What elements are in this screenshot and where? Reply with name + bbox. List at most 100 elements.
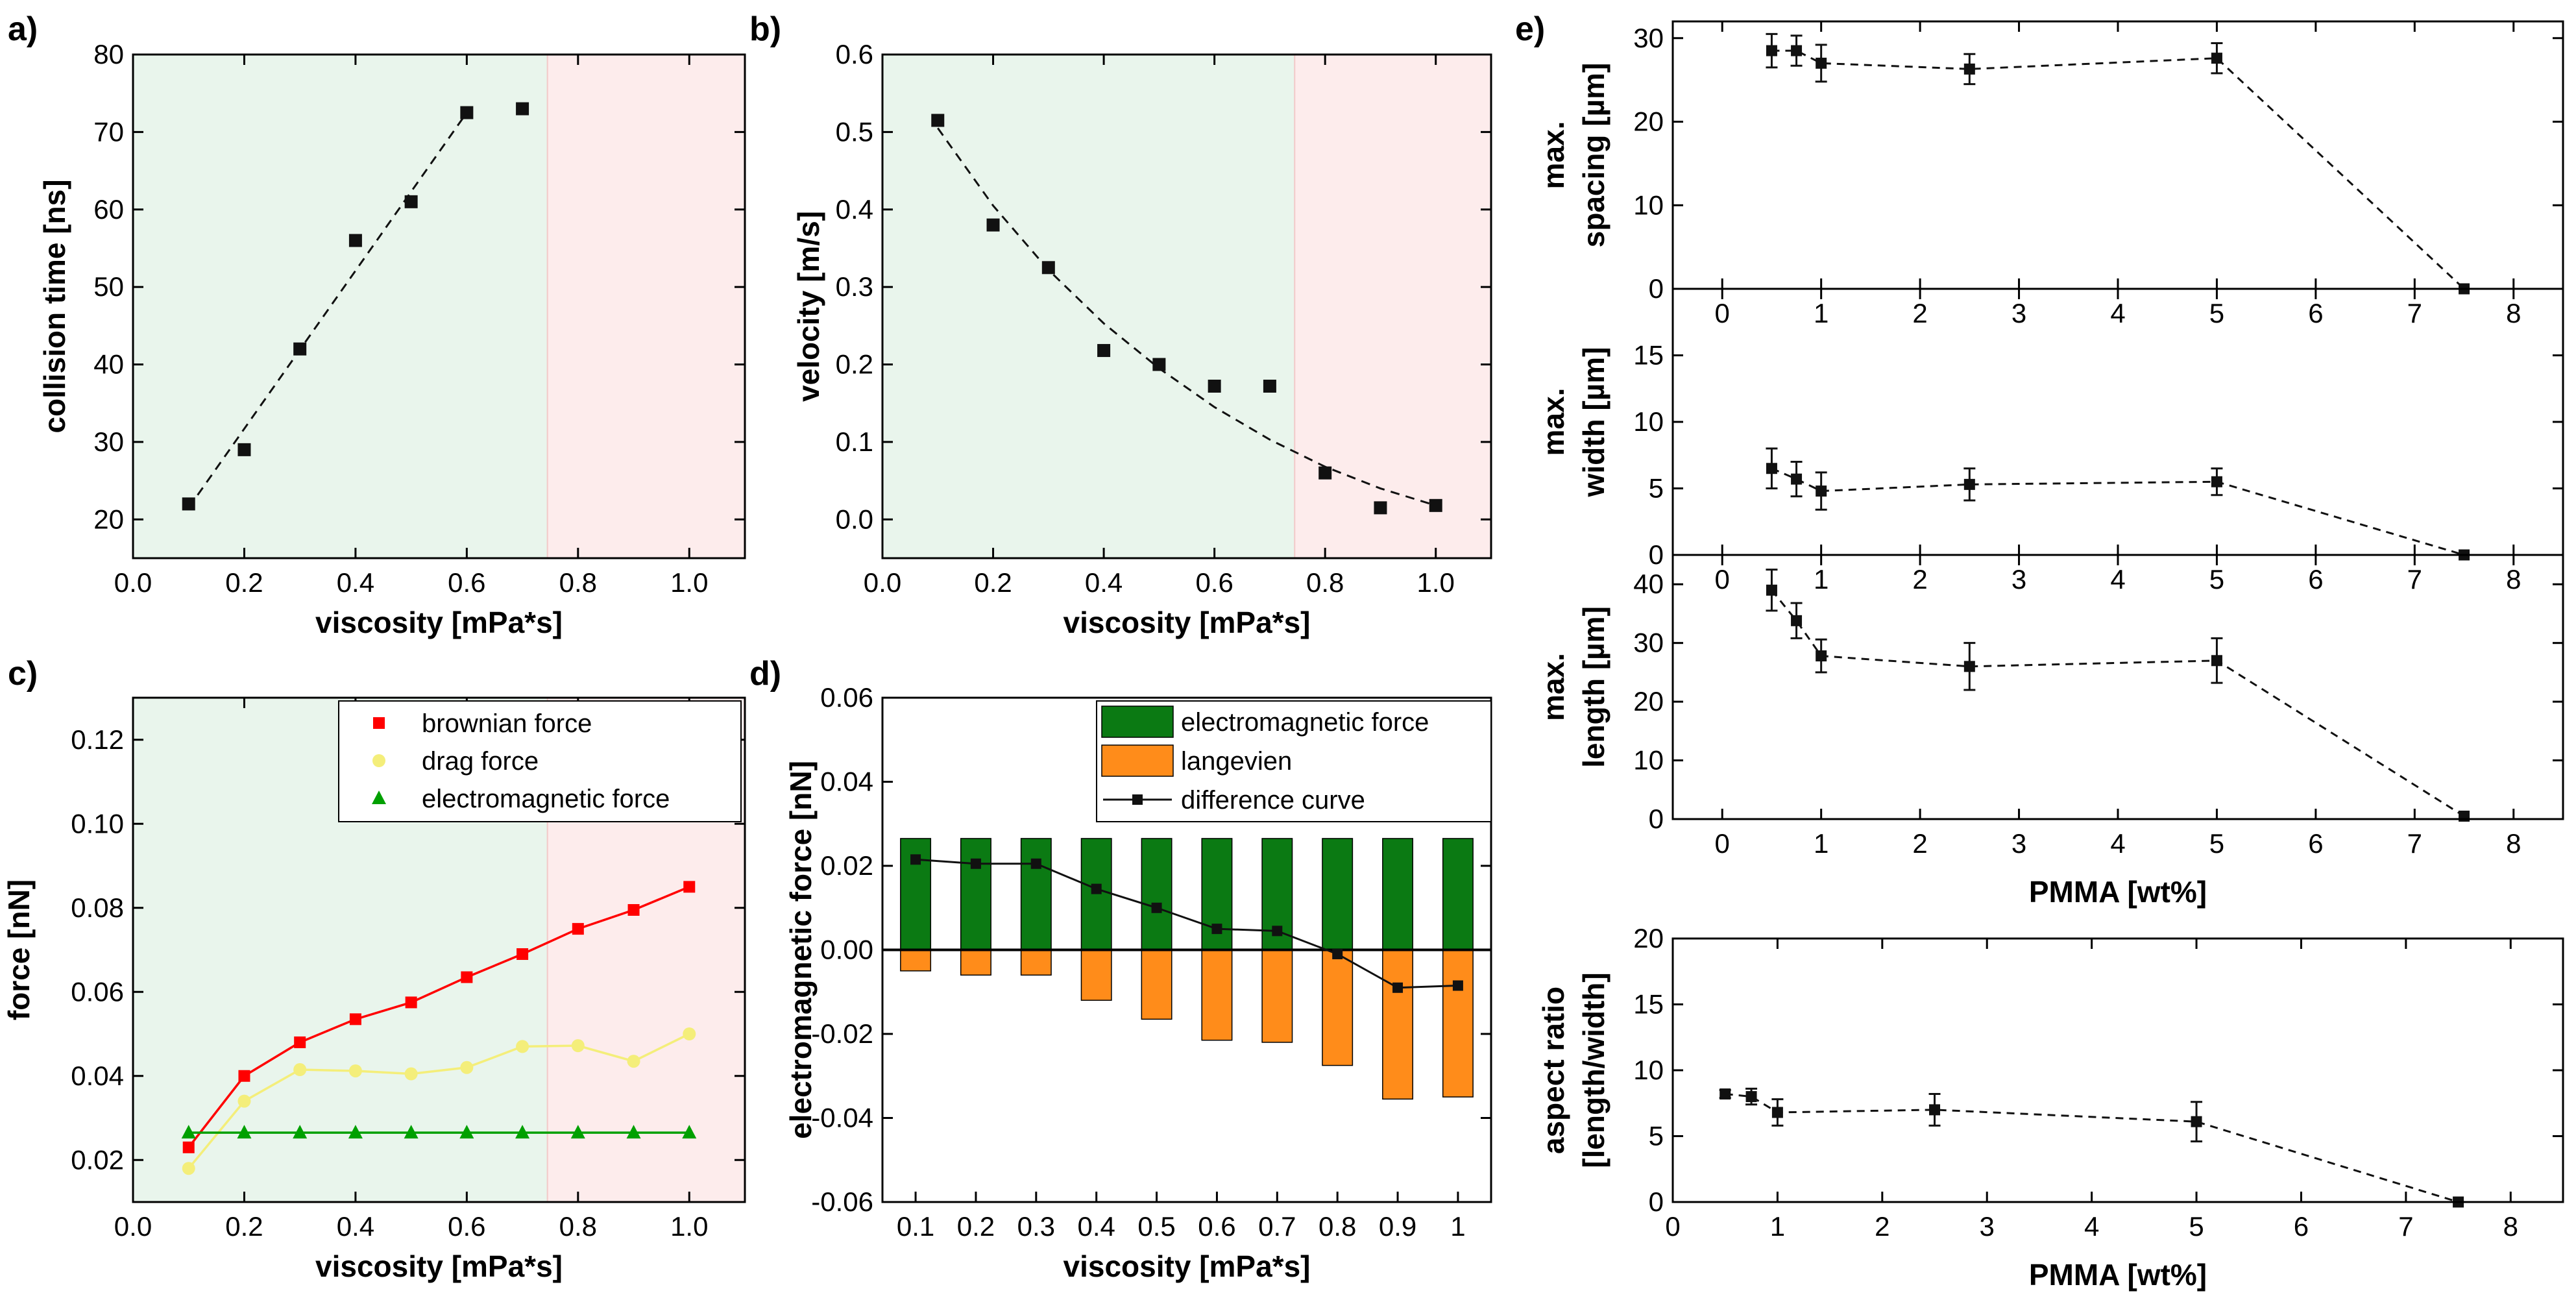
- panel-e4-xtick-label: 2: [1875, 1211, 1889, 1242]
- panel-c-xtick-label: 0.6: [448, 1211, 485, 1242]
- panel-c-drag-point: [348, 1064, 362, 1077]
- panel-e1-y-axis-label: spacing [µm]: [1577, 63, 1610, 248]
- panel-c-brownian-point: [461, 971, 473, 983]
- panel-c-ytick-label: 0.06: [71, 976, 124, 1007]
- panel-a-ytick-label: 70: [93, 116, 124, 147]
- panel-c-brownian-point: [405, 996, 417, 1009]
- panel-e1-data-point: [1816, 57, 1827, 69]
- panel-e4-xtick-label: 0: [1665, 1211, 1680, 1242]
- panel-c-drag-point: [237, 1094, 251, 1108]
- panel-b-axes-frame: [881, 53, 1492, 559]
- panel-b-panel-label: b): [749, 10, 781, 48]
- panel-e3-xtick-label: 3: [2011, 828, 2026, 859]
- panel-c-ytick-label: 0.12: [71, 724, 124, 755]
- panel-c-legend-label: brownian force: [422, 709, 592, 738]
- panel-e2-xtick-label: 8: [2506, 564, 2521, 595]
- panel-c-drag-point: [627, 1055, 640, 1068]
- panel-e2-xtick-label: 6: [2308, 564, 2323, 595]
- panel-d-difference-point: [1211, 924, 1222, 935]
- panel-a-panel-label: a): [8, 10, 38, 48]
- panel-a-data-point: [404, 195, 418, 208]
- panel-e1-ytick-label: 30: [1633, 23, 1664, 53]
- panel-d-langevien-bar: [1080, 949, 1112, 1001]
- panel-d-ytick-label: 0.04: [820, 767, 873, 797]
- panel-e1-ytick-label: 10: [1633, 190, 1664, 220]
- panel-d-langevien-bar: [1322, 949, 1354, 1066]
- panel-a-zone: [133, 55, 548, 558]
- panel-e3-axes-frame: [1671, 554, 2564, 820]
- panel-b-xtick-label: 0.8: [1306, 567, 1344, 598]
- panel-c-electromagnetic-point: [459, 1125, 474, 1139]
- panel-e1-trend-line: [1771, 49, 2465, 290]
- panel-d-category-label: 0.1: [897, 1211, 934, 1242]
- panel-b-data-point: [1152, 358, 1166, 371]
- panel-c-electromagnetic-point: [515, 1125, 530, 1139]
- panel-e1-xtick-label: 1: [1814, 298, 1829, 328]
- panel-b-x-axis-label: viscosity [mPa*s]: [1063, 606, 1311, 639]
- panel-e4-data-point: [2191, 1116, 2202, 1127]
- panel-d-langevien-bar: [960, 949, 991, 976]
- panel-e3-trend-line: [1771, 589, 2465, 817]
- panel-d-difference-point: [1392, 982, 1403, 993]
- panel-e4-axes-frame: [1671, 937, 2564, 1203]
- panel-e3-data-point: [2211, 655, 2222, 667]
- panel-e2-ytick-label: 15: [1633, 340, 1664, 371]
- panel-d-legend-label: langevien: [1181, 747, 1292, 776]
- panel-c-legend-marker: [372, 754, 385, 767]
- panel-c-xtick-label: 0.0: [114, 1211, 152, 1242]
- panel-c-brownian-point: [516, 948, 529, 960]
- panel-e2-ytick-label: 10: [1633, 406, 1664, 437]
- panel-d-legend-swatch: [1101, 706, 1174, 738]
- panel-e4-xtick-label: 3: [1980, 1211, 1995, 1242]
- panel-b-ytick-label: 0.0: [836, 504, 873, 534]
- panel-d-electromagnetic-bar: [960, 838, 991, 951]
- panel-e4-y-axis-label: [length/width]: [1577, 972, 1610, 1168]
- panel-c-legend-label: drag force: [422, 747, 539, 776]
- panel-e2-xtick-label: 3: [2011, 564, 2026, 595]
- panel-b-zone: [1294, 55, 1491, 558]
- panel-d-legend-label: electromagnetic force: [1181, 708, 1429, 737]
- panel-e2-data-point: [1816, 485, 1827, 497]
- panel-a-ytick-label: 20: [93, 504, 124, 534]
- panel-e1-xtick-label: 0: [1715, 298, 1730, 328]
- panel-c-electromagnetic-point: [348, 1125, 363, 1139]
- panel-b-data-point: [1041, 261, 1055, 275]
- panel-e2-xtick-label: 7: [2407, 564, 2422, 595]
- panel-b-data-point: [986, 218, 1000, 232]
- panel-e1-xtick-label: 5: [2209, 298, 2224, 328]
- panel-e2-y-axis-label: width [µm]: [1577, 347, 1610, 498]
- panel-c-brownian-point: [349, 1013, 361, 1025]
- panel-c-ytick-label: 0.02: [71, 1144, 124, 1175]
- panel-d-difference-point: [1151, 902, 1162, 913]
- panel-e3-y-axis-label: max.: [1537, 653, 1570, 721]
- panel-e2-ytick-label: 0: [1649, 539, 1664, 570]
- panel-d-legend-marker: [1132, 794, 1143, 805]
- panel-b-ytick-label: 0.3: [836, 271, 873, 302]
- panel-d-langevien-bar: [900, 949, 932, 972]
- panel-c-legend-marker: [372, 791, 386, 804]
- panel-e3-xtick-label: 5: [2209, 828, 2224, 859]
- panel-c-electromagnetic-point: [404, 1125, 419, 1139]
- panel-e4-data-point: [1929, 1104, 1941, 1116]
- panel-e1-ytick-label: 0: [1649, 273, 1664, 304]
- panel-b-data-point: [1429, 498, 1442, 512]
- panel-c-xtick-label: 0.8: [559, 1211, 597, 1242]
- panel-e3-data-point: [1766, 584, 1777, 596]
- panel-e4-xtick-label: 8: [2503, 1211, 2518, 1242]
- panel-e3-xtick-label: 4: [2110, 828, 2125, 859]
- panel-b-xtick-label: 0.4: [1085, 567, 1123, 598]
- panel-b-data-point: [1263, 379, 1276, 393]
- panel-c-legend-marker: [373, 717, 385, 729]
- panel-c-brownian-point: [182, 1141, 195, 1153]
- panel-a-xtick-label: 0.2: [225, 567, 263, 598]
- panel-e1-xtick-label: 3: [2011, 298, 2026, 328]
- panel-b-xtick-label: 0.2: [974, 567, 1012, 598]
- panel-d-electromagnetic-bar: [1020, 838, 1052, 951]
- panel-a-ytick-label: 60: [93, 194, 124, 225]
- panel-a-fit-line: [188, 112, 468, 509]
- panel-a-xtick-label: 0.4: [337, 567, 374, 598]
- panel-c-ytick-label: 0.08: [71, 892, 124, 923]
- panel-a-x-axis-label: viscosity [mPa*s]: [315, 606, 563, 639]
- panel-e1-axes-frame: [1671, 20, 2564, 290]
- panel-e3-xtick-label: 8: [2506, 828, 2521, 859]
